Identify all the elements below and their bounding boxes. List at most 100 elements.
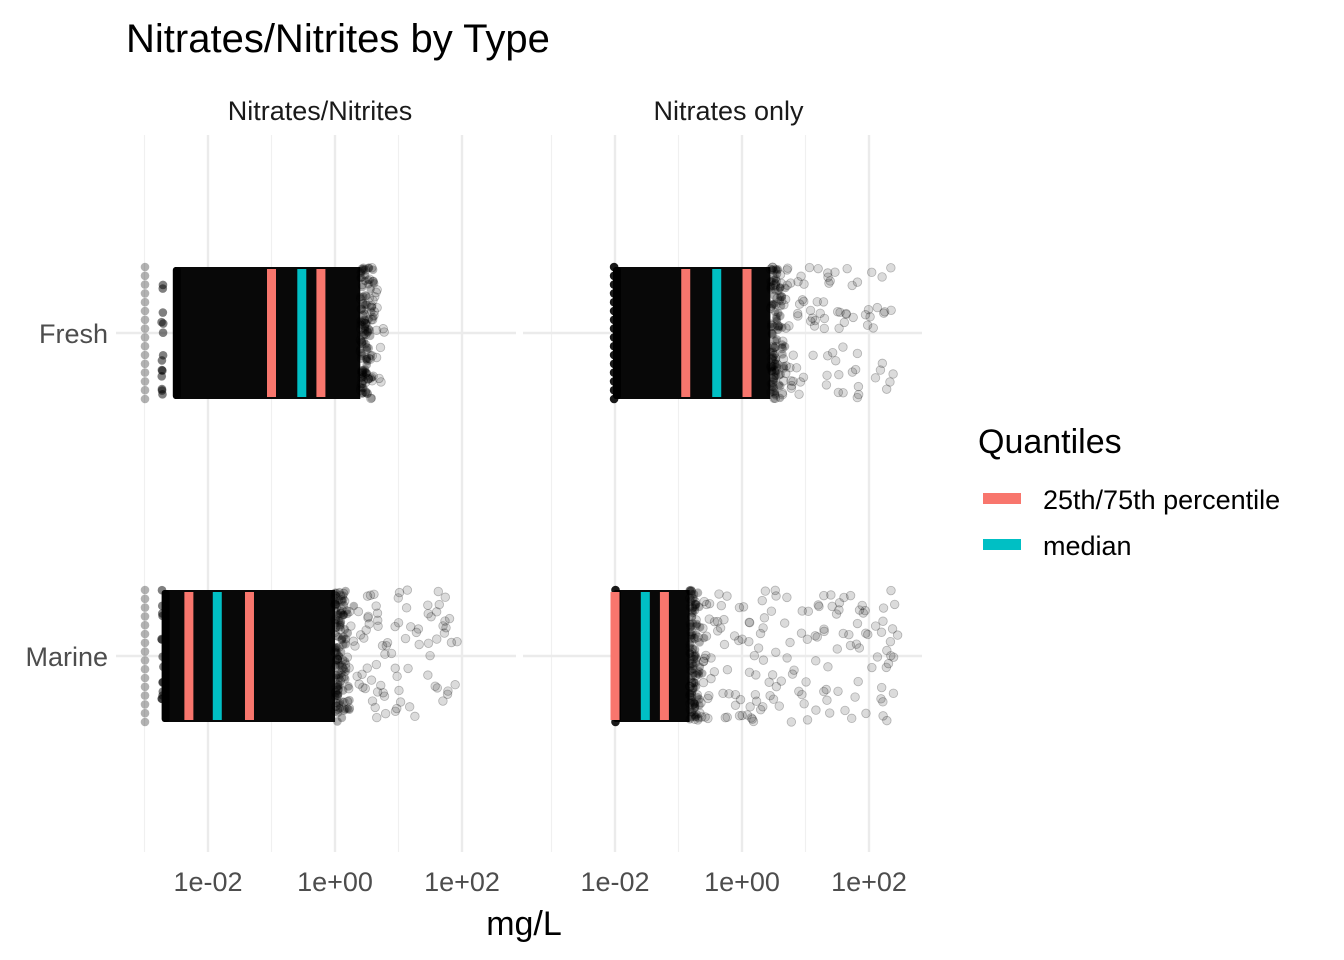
data-point xyxy=(140,341,150,351)
data-point xyxy=(366,284,375,294)
data-point xyxy=(775,321,784,331)
data-point xyxy=(360,377,371,387)
data-point xyxy=(775,296,785,305)
data-point xyxy=(687,696,696,705)
data-point xyxy=(832,644,842,654)
data-point xyxy=(686,697,696,707)
data-point xyxy=(781,361,791,371)
data-point xyxy=(862,320,873,330)
data-point xyxy=(368,276,378,287)
data-point xyxy=(746,713,756,723)
data-point xyxy=(793,308,803,319)
data-point xyxy=(819,313,830,324)
data-point xyxy=(768,264,777,274)
data-point xyxy=(767,328,777,338)
data-point xyxy=(810,631,820,641)
data-point xyxy=(791,363,802,373)
data-point xyxy=(704,614,714,624)
data-point xyxy=(411,627,422,638)
legend-label: median xyxy=(1043,531,1132,561)
data-point xyxy=(771,681,782,692)
data-point xyxy=(395,697,406,707)
data-point xyxy=(767,366,776,376)
data-point xyxy=(362,345,371,354)
data-point xyxy=(860,310,871,320)
data-point xyxy=(341,586,350,596)
data-point xyxy=(802,715,813,725)
data-point xyxy=(686,586,696,597)
data-point xyxy=(358,383,367,393)
data-point xyxy=(765,303,776,314)
data-point xyxy=(355,294,366,304)
data-point xyxy=(685,656,695,666)
data-point xyxy=(362,388,372,398)
data-point xyxy=(838,342,848,352)
data-point xyxy=(337,713,347,723)
data-point xyxy=(361,388,371,397)
data-point xyxy=(685,661,695,671)
data-point xyxy=(772,293,782,304)
data-point xyxy=(853,389,864,400)
data-point xyxy=(769,387,779,397)
data-point xyxy=(357,349,367,358)
data-point xyxy=(372,687,383,697)
data-point xyxy=(766,285,775,294)
data-point xyxy=(686,647,697,658)
data-point xyxy=(768,355,778,365)
data-point xyxy=(374,373,384,384)
data-point xyxy=(764,677,774,687)
data-point xyxy=(747,714,758,724)
data-point xyxy=(757,595,767,606)
data-point xyxy=(380,708,391,719)
data-point xyxy=(140,289,150,298)
data-point xyxy=(357,389,367,398)
data-point xyxy=(730,689,741,700)
data-point xyxy=(687,586,696,596)
data-point xyxy=(390,621,400,632)
data-point xyxy=(794,686,804,697)
data-point xyxy=(343,704,352,713)
data-point xyxy=(140,673,150,683)
data-point xyxy=(771,299,781,310)
data-point xyxy=(690,699,699,708)
data-point xyxy=(865,312,875,322)
data-point xyxy=(699,633,709,643)
data-point xyxy=(690,712,700,722)
data-point xyxy=(359,383,368,393)
data-point xyxy=(355,630,366,640)
data-point xyxy=(694,602,704,612)
data-point xyxy=(360,322,370,331)
data-point xyxy=(852,618,863,629)
data-point xyxy=(344,703,355,713)
data-point xyxy=(140,306,150,316)
data-point xyxy=(768,367,777,377)
data-point xyxy=(691,630,701,639)
data-point xyxy=(690,599,701,610)
data-point xyxy=(744,667,755,678)
legend-key xyxy=(983,539,1021,550)
data-point xyxy=(738,602,749,612)
data-point xyxy=(364,314,373,324)
data-point xyxy=(776,676,786,686)
data-point xyxy=(703,713,713,724)
data-point xyxy=(687,634,696,644)
data-point xyxy=(339,697,349,708)
data-point xyxy=(822,695,832,705)
data-point xyxy=(698,656,709,667)
data-point xyxy=(766,361,776,372)
data-point xyxy=(838,628,848,639)
data-point xyxy=(788,350,798,360)
data-point xyxy=(362,663,372,673)
data-point xyxy=(809,321,820,331)
data-point xyxy=(438,696,448,706)
data-point xyxy=(825,708,835,718)
data-point xyxy=(861,628,871,638)
data-point xyxy=(331,660,341,670)
data-point xyxy=(886,585,896,596)
data-point xyxy=(386,648,397,659)
data-point xyxy=(360,683,370,694)
data-point xyxy=(356,337,367,347)
data-point xyxy=(834,598,845,608)
data-point xyxy=(795,377,806,387)
